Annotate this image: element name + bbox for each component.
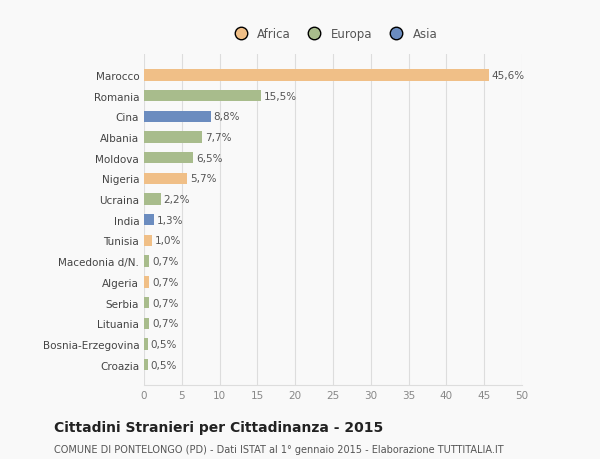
Legend: Africa, Europa, Asia: Africa, Europa, Asia [229, 28, 437, 41]
Text: 0,5%: 0,5% [151, 360, 177, 370]
Text: 0,7%: 0,7% [152, 277, 179, 287]
Text: 0,7%: 0,7% [152, 319, 179, 329]
Bar [144, 277, 149, 288]
Bar [144, 194, 161, 205]
Bar [144, 256, 149, 267]
Bar [144, 359, 148, 370]
Text: 2,2%: 2,2% [164, 195, 190, 205]
Text: 7,7%: 7,7% [205, 133, 232, 143]
Bar [144, 339, 148, 350]
Bar [144, 91, 261, 102]
Bar [144, 153, 193, 164]
Text: 0,7%: 0,7% [152, 257, 179, 267]
Text: 1,0%: 1,0% [155, 236, 181, 246]
Text: Cittadini Stranieri per Cittadinanza - 2015: Cittadini Stranieri per Cittadinanza - 2… [54, 420, 383, 434]
Bar [144, 318, 149, 329]
Bar [144, 235, 152, 246]
Bar [144, 174, 187, 185]
Text: COMUNE DI PONTELONGO (PD) - Dati ISTAT al 1° gennaio 2015 - Elaborazione TUTTITA: COMUNE DI PONTELONGO (PD) - Dati ISTAT a… [54, 444, 503, 454]
Bar [144, 132, 202, 143]
Text: 5,7%: 5,7% [190, 174, 217, 184]
Text: 0,5%: 0,5% [151, 339, 177, 349]
Text: 0,7%: 0,7% [152, 298, 179, 308]
Bar [144, 215, 154, 226]
Text: 8,8%: 8,8% [214, 112, 240, 122]
Text: 45,6%: 45,6% [492, 71, 525, 81]
Text: 6,5%: 6,5% [196, 153, 223, 163]
Bar [144, 297, 149, 308]
Text: 15,5%: 15,5% [264, 91, 298, 101]
Text: 1,3%: 1,3% [157, 215, 184, 225]
Bar [144, 112, 211, 123]
Bar [144, 70, 489, 81]
